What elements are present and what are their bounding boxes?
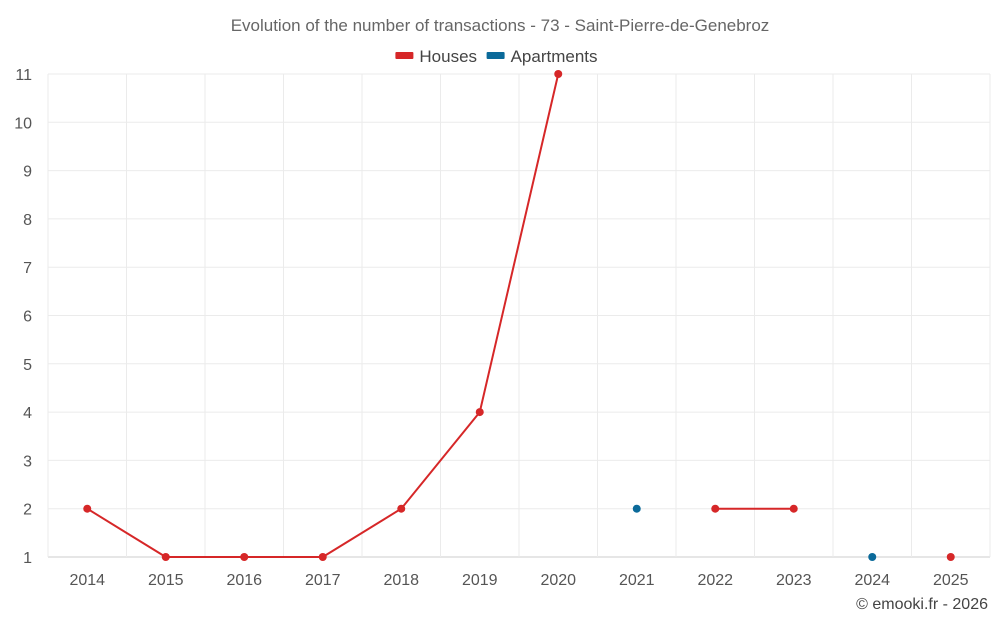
x-tick-label: 2017 xyxy=(305,572,341,589)
data-point-apartments[interactable] xyxy=(632,504,641,513)
y-tick-label: 8 xyxy=(23,212,32,229)
legend-item-houses[interactable]: Houses xyxy=(395,47,477,66)
data-point-houses[interactable] xyxy=(475,408,484,417)
x-tick-label: 2025 xyxy=(933,572,969,589)
data-point-houses[interactable] xyxy=(397,504,406,513)
legend-item-apartments[interactable]: Apartments xyxy=(486,47,598,66)
y-tick-label: 1 xyxy=(23,550,32,567)
x-tick-label: 2016 xyxy=(226,572,262,589)
data-point-houses[interactable] xyxy=(946,553,955,561)
series-points xyxy=(83,70,955,561)
x-tick-label: 2021 xyxy=(619,572,655,589)
data-point-houses[interactable] xyxy=(554,70,563,78)
chart-title: Evolution of the number of transactions … xyxy=(231,16,770,35)
x-tick-label: 2020 xyxy=(540,572,576,589)
y-tick-label: 4 xyxy=(23,405,32,422)
credit-text: © emooki.fr - 2026 xyxy=(856,596,988,613)
x-tick-label: 2018 xyxy=(383,572,419,589)
x-tick-label: 2023 xyxy=(776,572,812,589)
y-tick-label: 10 xyxy=(14,115,32,132)
data-point-houses[interactable] xyxy=(240,553,249,561)
x-tick-label: 2014 xyxy=(69,572,105,589)
data-point-houses[interactable] xyxy=(711,504,720,513)
data-point-apartments[interactable] xyxy=(868,553,877,561)
legend-swatch xyxy=(486,52,505,59)
x-tick-label: 2024 xyxy=(854,572,890,589)
y-tick-label: 3 xyxy=(23,453,32,470)
y-axis-ticks: 1 2 3 4 5 6 7 8 9 10 11 xyxy=(14,67,32,567)
data-point-houses[interactable] xyxy=(83,504,92,513)
y-tick-label: 9 xyxy=(23,164,32,181)
grid xyxy=(47,73,991,558)
x-tick-label: 2015 xyxy=(148,572,184,589)
x-tick-label: 2019 xyxy=(462,572,498,589)
x-tick-label: 2022 xyxy=(697,572,733,589)
data-point-houses[interactable] xyxy=(161,553,170,561)
legend: Houses Apartments xyxy=(395,47,598,66)
y-tick-label: 7 xyxy=(23,260,32,277)
data-point-houses[interactable] xyxy=(318,553,327,561)
x-axis-ticks: 2014 2015 2016 2017 2018 2019 2020 2021 2022 2023… xyxy=(69,572,968,589)
y-tick-label: 6 xyxy=(23,309,32,326)
legend-label: Houses xyxy=(419,47,477,66)
y-tick-label: 11 xyxy=(15,67,32,84)
legend-swatch xyxy=(395,52,414,59)
y-tick-label: 2 xyxy=(23,502,32,519)
legend-label: Apartments xyxy=(511,47,598,66)
data-point-houses[interactable] xyxy=(789,504,798,513)
y-tick-label: 5 xyxy=(23,357,32,374)
